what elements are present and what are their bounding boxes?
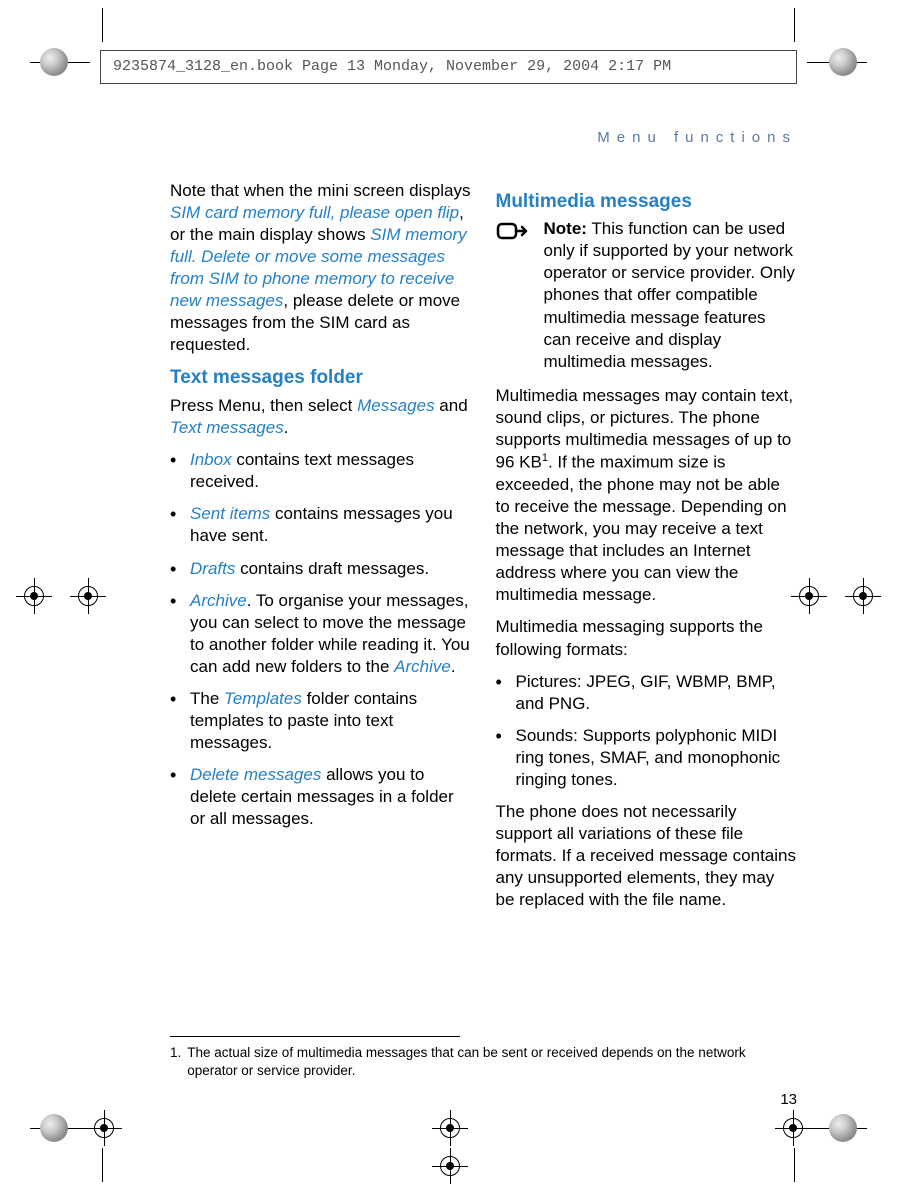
crop-header-text: 9235874_3128_en.book Page 13 Monday, Nov… (113, 57, 671, 77)
list-item: The Templates folder contains templates … (170, 688, 472, 754)
footnote-number: 1. (170, 1044, 181, 1079)
crop-line-bot-left-v (102, 1148, 103, 1182)
list-item: Sounds: Supports polyphonic MIDI ring to… (496, 725, 798, 791)
list-item: Pictures: JPEG, GIF, WBMP, BMP, and PNG. (496, 671, 798, 715)
crop-line-top-left-v (102, 8, 103, 42)
cylinder-mark-top-right (829, 48, 857, 76)
cylinder-mark-bot-left (40, 1114, 68, 1142)
registration-mark-left-2 (70, 578, 106, 614)
link-messages: Messages (357, 396, 434, 415)
list-item: Sent items contains messages you have se… (170, 503, 472, 547)
multimedia-paragraph-1: Multimedia messages may contain text, so… (496, 385, 798, 607)
intro-paragraph: Note that when the mini screen displays … (170, 180, 472, 357)
link-templates: Templates (224, 689, 302, 708)
footnote-text: The actual size of multimedia messages t… (187, 1044, 777, 1079)
note-block: Note: This function can be used only if … (496, 218, 798, 373)
cylinder-mark-bot-right (829, 1114, 857, 1142)
footnote: 1. The actual size of multimedia message… (170, 1044, 777, 1079)
note-text: Note: This function can be used only if … (544, 218, 798, 373)
formats-list: Pictures: JPEG, GIF, WBMP, BMP, and PNG.… (496, 671, 798, 791)
link-text-messages: Text messages (170, 418, 284, 437)
column-left: Note that when the mini screen displays … (170, 180, 472, 922)
list-item: Inbox contains text messages received. (170, 449, 472, 493)
list-item: Delete messages allows you to delete cer… (170, 764, 472, 830)
column-right: Multimedia messages Note: This function … (496, 180, 798, 922)
list-item: Drafts contains draft messages. (170, 558, 472, 580)
cylinder-mark-top-left (40, 48, 68, 76)
link-drafts: Drafts (190, 559, 235, 578)
registration-mark-bot-3 (432, 1148, 468, 1184)
crop-line-bot-right-v (794, 1148, 795, 1182)
heading-text-messages-folder: Text messages folder (170, 366, 472, 391)
link-delete-messages: Delete messages (190, 765, 321, 784)
note-label: Note: (544, 219, 587, 238)
link-inbox: Inbox (190, 450, 232, 469)
registration-mark-bot-1 (86, 1110, 122, 1146)
registration-mark-right-1 (845, 578, 881, 614)
footnote-rule (170, 1036, 460, 1037)
heading-multimedia-messages: Multimedia messages (496, 190, 798, 215)
list-item: Archive. To organise your messages, you … (170, 590, 472, 678)
link-archive: Archive (190, 591, 247, 610)
crop-line-top-right-v (794, 8, 795, 42)
link-sent-items: Sent items (190, 504, 270, 523)
columns: Note that when the mini screen displays … (170, 180, 797, 922)
page-header: Menu functions (170, 128, 797, 148)
crop-header-bar: 9235874_3128_en.book Page 13 Monday, Nov… (100, 50, 797, 84)
page-number: 13 (780, 1090, 797, 1110)
note-icon (496, 218, 532, 373)
multimedia-paragraph-2: The phone does not necessarily support a… (496, 801, 798, 911)
link-archive-2: Archive (394, 657, 451, 676)
multimedia-formats-intro: Multimedia messaging supports the follow… (496, 616, 798, 660)
page-content: Menu functions Note that when the mini s… (170, 128, 797, 1142)
ui-text-sim-mini: SIM card memory full, please open flip (170, 203, 459, 222)
folder-list: Inbox contains text messages received. S… (170, 449, 472, 830)
registration-mark-left-1 (16, 578, 52, 614)
text-folder-instruction: Press Menu, then select Messages and Tex… (170, 395, 472, 439)
